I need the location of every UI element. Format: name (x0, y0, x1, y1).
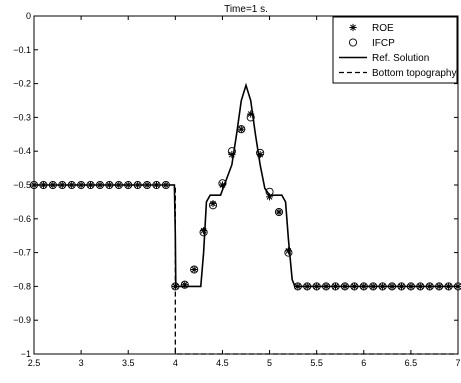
legend: ROE IFCP Ref. Solution Bottom topography (332, 16, 458, 84)
ifcp-point (190, 265, 199, 274)
y-tick-label: −0.4 (13, 146, 31, 156)
y-tick-label: −1 (21, 349, 31, 359)
roe-point (200, 227, 208, 235)
ifcp-point (246, 113, 255, 122)
y-tick-label: −0.6 (13, 214, 31, 224)
x-tick-label: 2.5 (28, 358, 41, 368)
roe-point (209, 199, 217, 208)
series-3 (34, 82, 458, 288)
y-tick-label: −0.8 (13, 281, 31, 291)
series-layer (29, 82, 461, 355)
legend-entry: Ref. Solution (339, 53, 429, 64)
x-tick-label: 6 (361, 358, 366, 368)
chart-title: Time=1 s. (224, 4, 268, 15)
y-tick-label: −0.5 (13, 180, 31, 190)
series-4 (34, 184, 458, 355)
legend-entry: Bottom topography (339, 68, 457, 79)
ifcp-point (274, 207, 284, 217)
legend-label: Bottom topography (372, 68, 457, 79)
series-1 (30, 110, 461, 290)
roe-point (275, 208, 283, 216)
ifcp-point (180, 280, 189, 289)
bottom-topography-line (34, 184, 458, 355)
y-tick-label: 0 (26, 11, 31, 21)
x-tick-label: 5.5 (310, 358, 323, 368)
ifcp-point (208, 201, 218, 210)
ifcp-point (284, 248, 293, 257)
legend-label: ROE (372, 23, 394, 34)
legend-entry: ROE (349, 23, 394, 34)
y-tick-label: −0.7 (13, 248, 31, 258)
reference-solution-line (34, 82, 458, 288)
legend-asterisk-marker (349, 23, 357, 32)
series-2 (29, 113, 461, 291)
x-tick-label: 6.5 (405, 358, 418, 368)
legend-label: IFCP (372, 38, 395, 49)
ifcp-point (227, 147, 236, 156)
x-tick-label: 5 (267, 358, 272, 368)
y-tick-label: −0.3 (13, 112, 31, 122)
roe-point (190, 265, 198, 274)
legend-entry: IFCP (348, 38, 395, 49)
roe-point (284, 247, 292, 255)
y-tick-label: −0.2 (13, 79, 31, 89)
ifcp-point (256, 148, 265, 157)
x-tick-label: 3 (79, 358, 84, 368)
axis-ticks: 2.5 3 3.5 4 4.5 5 5.5 6 6.5 7 0 −0.1 −0.2 −0.3 −0.4 −0.… (13, 11, 460, 368)
x-tick-label: 3.5 (122, 358, 135, 368)
ifcp-point (199, 228, 208, 237)
x-tick-label: 7 (455, 358, 460, 368)
y-tick-label: −0.1 (13, 45, 31, 55)
legend-label: Ref. Solution (372, 53, 429, 64)
legend-circle-marker (348, 38, 358, 47)
roe-point (237, 125, 245, 133)
ifcp-point (218, 179, 227, 188)
x-tick-label: 4.5 (216, 358, 229, 368)
x-tick-label: 4 (173, 358, 178, 368)
y-tick-label: −0.9 (13, 315, 31, 325)
